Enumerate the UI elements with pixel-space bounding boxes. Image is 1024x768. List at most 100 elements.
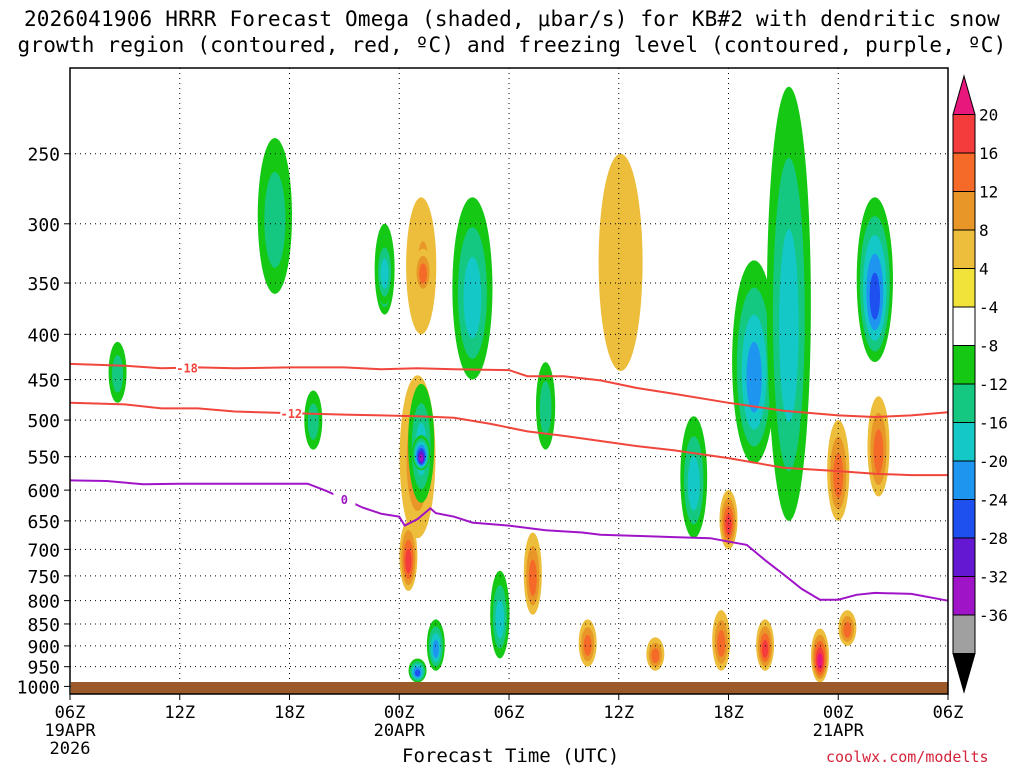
x-tick-date: 19APR [44,721,96,741]
omega-cell [817,653,823,669]
omega-cell [717,629,726,657]
y-tick-label: 450 [27,371,60,392]
x-tick-label: 18Z [713,703,744,723]
chart-title: 2026041906 HRRR Forecast Omega (shaded, … [17,7,1007,57]
omega-cell [463,257,482,339]
omega-cell [405,548,412,574]
dendritic-contour [69,362,949,419]
colorbar: 20 16 12 8 4 -4 -8 -12 -16 -20 -24 -28 -32 -36 [952,74,1008,694]
grid-lines [70,68,948,694]
colorbar-swatch [952,614,976,654]
y-tick-label: 400 [27,325,60,346]
contour-label: -12 [280,407,302,421]
omega-cell [414,669,421,677]
omega-cell [264,171,286,268]
omega-cell [419,454,424,462]
y-tick-label: 350 [27,274,60,295]
contour-label-bg [333,492,356,505]
omega-cell [725,513,732,535]
y-tick-label: 800 [27,592,60,613]
y-tick-label: 850 [27,615,60,636]
colorbar-label: 20 [979,106,998,125]
x-tick-label: 06Z [494,703,525,723]
x-tick-label: 00Z [823,703,854,723]
x-tick-label: 12Z [603,703,634,723]
colorbar-label: -16 [979,414,1008,433]
watermark: coolwx.com/modelts [826,748,989,766]
omega-shading [108,86,893,683]
colorbar-swatch [952,576,976,616]
omega-cell [869,272,881,320]
colorbar-label: -24 [979,491,1008,510]
omega-cell [598,153,643,371]
y-tick-label: 600 [27,481,60,502]
colorbar-swatch [952,306,976,346]
omega-cell [307,403,319,440]
contour-label: -18 [176,361,198,375]
colorbar-label: -28 [979,529,1008,548]
y-tick-label: 700 [27,540,60,561]
colorbar-swatch [952,460,976,500]
omega-cell [432,639,439,658]
colorbar-swatch [952,152,976,192]
x-tick-date: 21APR [813,721,865,741]
colorbar-swatch [952,499,976,539]
pressure-axis: 2503003504004505005506006507007508008509… [17,145,70,698]
colorbar-label: 12 [979,183,998,202]
colorbar-label: 4 [979,260,989,279]
y-tick-label: 550 [27,448,60,469]
y-tick-label: 650 [27,512,60,533]
omega-cell [779,229,799,422]
colorbar-swatch [952,383,976,423]
colorbar-top-triangle [952,74,976,115]
y-tick-label: 900 [27,637,60,658]
colorbar-swatch [952,537,976,577]
plot-frame [69,67,949,695]
colorbar-swatch [952,422,976,462]
y-tick-label: 500 [27,411,60,432]
omega-cell [746,341,762,413]
ground-surface [71,682,948,694]
colorbar-label: -36 [979,606,1008,625]
colorbar-label: 16 [979,144,998,163]
y-tick-label: 750 [27,567,60,588]
x-axis-label: Forecast Time (UTC) [402,745,620,767]
x-tick-label: 00Z [384,703,415,723]
omega-cell [687,456,700,511]
omega-cell [873,429,884,474]
colorbar-label: -32 [979,568,1008,587]
y-tick-label: 1000 [17,677,60,698]
colorbar-swatch [952,345,976,385]
omega-cell [495,599,505,639]
x-tick-label: 06Z [933,703,964,723]
omega-cell [539,381,552,435]
colorbar-swatch [952,268,976,308]
omega-cell [833,453,844,498]
omega-cell [761,639,769,658]
colorbar-label: -20 [979,452,1008,471]
omega-cell [112,355,124,393]
colorbar-label: -4 [979,298,998,317]
colorbar-swatch [952,191,976,231]
contour-label-bg [280,407,303,420]
contour-label: 0 [341,493,348,507]
contour-label-bg [176,361,199,374]
freezing-level-contour [69,479,949,602]
colorbar-swatch [952,229,976,269]
y-tick-label: 300 [27,215,60,236]
y-tick-label: 950 [27,658,60,679]
omega-cell [380,258,389,289]
contour-lines: -18 -12 0 [69,361,949,602]
colorbar-label: -12 [979,375,1008,394]
colorbar-swatch [952,114,976,154]
colorbar-label: -8 [979,337,998,356]
omega-cell [528,559,537,597]
x-tick-label: 12Z [164,703,195,723]
omega-cell [419,263,428,284]
x-tick-date: 20APR [374,721,426,741]
y-tick-label: 250 [27,145,60,166]
colorbar-label: 8 [979,221,989,240]
x-tick-label: 18Z [274,703,305,723]
x-tick-year: 2026 [50,739,91,759]
